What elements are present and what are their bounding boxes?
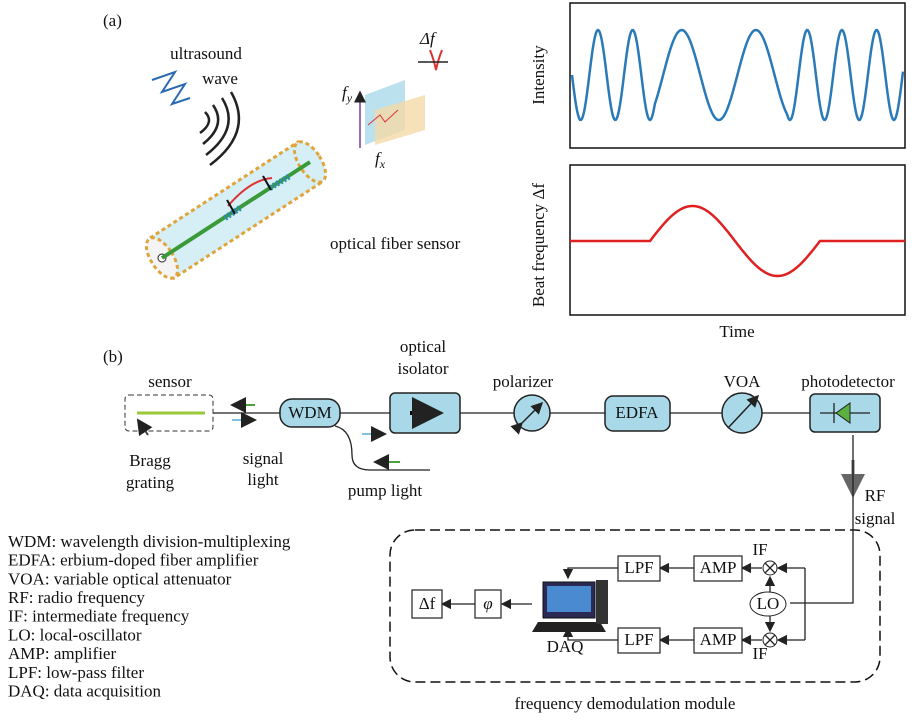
figure: (a) ultrasound wave Δf fy fx optical fib… xyxy=(0,0,916,721)
wire xyxy=(568,568,618,578)
bragg-label: grating xyxy=(126,473,175,492)
legend-entry: EDFA: erbium-doped fiber amplifier xyxy=(8,551,259,570)
source-label: wave xyxy=(202,69,238,88)
lo-label: LO xyxy=(757,594,780,613)
pump-label: pump light xyxy=(348,481,422,500)
legend-entry: DAQ: data acquisition xyxy=(8,682,161,701)
x-axis-label: Time xyxy=(719,322,754,341)
wave-icon xyxy=(152,72,190,104)
legend-entry: RF: radio frequency xyxy=(8,588,145,607)
daq-label: DAQ xyxy=(547,637,584,656)
if-label: IF xyxy=(752,644,767,663)
fy-label: fy xyxy=(342,83,353,105)
legend-entry: AMP: amplifier xyxy=(8,644,116,663)
isolator-label: isolator xyxy=(398,359,449,378)
arrow xyxy=(138,420,148,435)
panel-label: (b) xyxy=(103,347,123,366)
y-axis-label: Beat frequency Δf xyxy=(529,183,548,308)
bragg-label: Bragg xyxy=(129,451,171,470)
isolator-label: optical xyxy=(400,337,447,356)
delta-f: Δf xyxy=(419,29,437,48)
if-label: IF xyxy=(752,540,767,559)
amp-label: AMP xyxy=(700,630,737,649)
signal-light-label: light xyxy=(247,470,278,489)
lpf-label: LPF xyxy=(624,630,653,649)
rf-label: RF xyxy=(865,486,886,505)
fy-sub: y xyxy=(346,91,353,105)
y-axis-label: Intensity xyxy=(529,45,548,105)
phi-label: φ xyxy=(483,594,492,613)
legend-entry: LPF: low-pass filter xyxy=(8,663,144,682)
source-label: ultrasound xyxy=(170,44,242,63)
fiber-cylinder xyxy=(140,137,332,284)
wdm-label: WDM xyxy=(288,403,331,422)
legend-entry: VOA: variable optical attenuator xyxy=(8,569,232,588)
rf-line xyxy=(790,435,853,640)
polarizer-label: polarizer xyxy=(493,372,554,391)
module-box xyxy=(390,530,880,682)
rf-label: signal xyxy=(855,509,896,528)
lpf-label: LPF xyxy=(624,558,653,577)
beat-curve xyxy=(570,206,905,276)
panel-label: (a) xyxy=(103,11,122,30)
voa-label: VOA xyxy=(724,372,762,391)
polarization-icon xyxy=(360,50,448,148)
sensor-caption: optical fiber sensor xyxy=(330,234,461,253)
delta-f-label: Δf xyxy=(419,594,436,613)
legend-entry: IF: intermediate frequency xyxy=(8,607,190,626)
photodetector-label: photodetector xyxy=(801,372,895,391)
amp-label: AMP xyxy=(700,558,737,577)
signal-light-label: signal xyxy=(243,449,284,468)
legend-entry: LO: local-oscillator xyxy=(8,625,142,644)
module-label: frequency demodulation module xyxy=(515,694,736,713)
mixer xyxy=(763,561,777,575)
fx-sub: x xyxy=(379,157,386,171)
fx-label: fx xyxy=(375,149,386,171)
sound-arcs xyxy=(200,92,239,165)
legend-entry: WDM: wavelength division-multiplexing xyxy=(8,532,291,551)
computer-icon xyxy=(532,580,608,632)
intensity-curve xyxy=(572,30,903,120)
legend: WDM: wavelength division-multiplexingEDF… xyxy=(8,532,291,701)
sensor-label: sensor xyxy=(148,372,192,391)
edfa-label: EDFA xyxy=(615,403,659,422)
